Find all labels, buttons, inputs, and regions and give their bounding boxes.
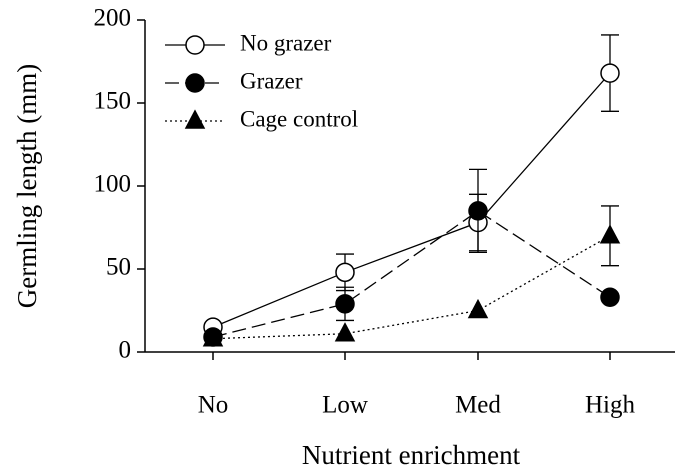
series-line xyxy=(212,210,611,338)
y-tick-label: 100 xyxy=(94,171,132,198)
legend-label: Cage control xyxy=(240,106,358,131)
y-tick-label: 0 xyxy=(119,337,132,364)
x-tick-label: Med xyxy=(455,392,501,419)
x-tick-label: Low xyxy=(322,392,368,419)
legend-marker xyxy=(185,35,205,55)
marker xyxy=(468,201,488,221)
legend-label: Grazer xyxy=(240,68,303,93)
x-tick-label: No xyxy=(198,392,229,419)
marker xyxy=(335,262,355,283)
series-line xyxy=(212,235,611,340)
legend-label: No grazer xyxy=(240,30,332,55)
y-tick-label: 150 xyxy=(94,88,132,115)
series-line xyxy=(212,72,611,328)
marker xyxy=(600,63,620,83)
x-tick-label: High xyxy=(585,392,636,419)
y-axis-label: Germling length (mm) xyxy=(12,64,42,308)
marker xyxy=(599,224,621,244)
marker xyxy=(335,294,355,314)
legend-marker xyxy=(184,109,206,129)
y-tick-label: 50 xyxy=(106,254,131,281)
legend-marker xyxy=(185,73,205,93)
x-axis-label: Nutrient enrichment xyxy=(302,440,521,470)
marker xyxy=(202,327,224,347)
marker xyxy=(467,298,489,319)
marker xyxy=(600,287,620,307)
marker xyxy=(334,322,356,342)
y-tick-label: 200 xyxy=(94,5,132,32)
